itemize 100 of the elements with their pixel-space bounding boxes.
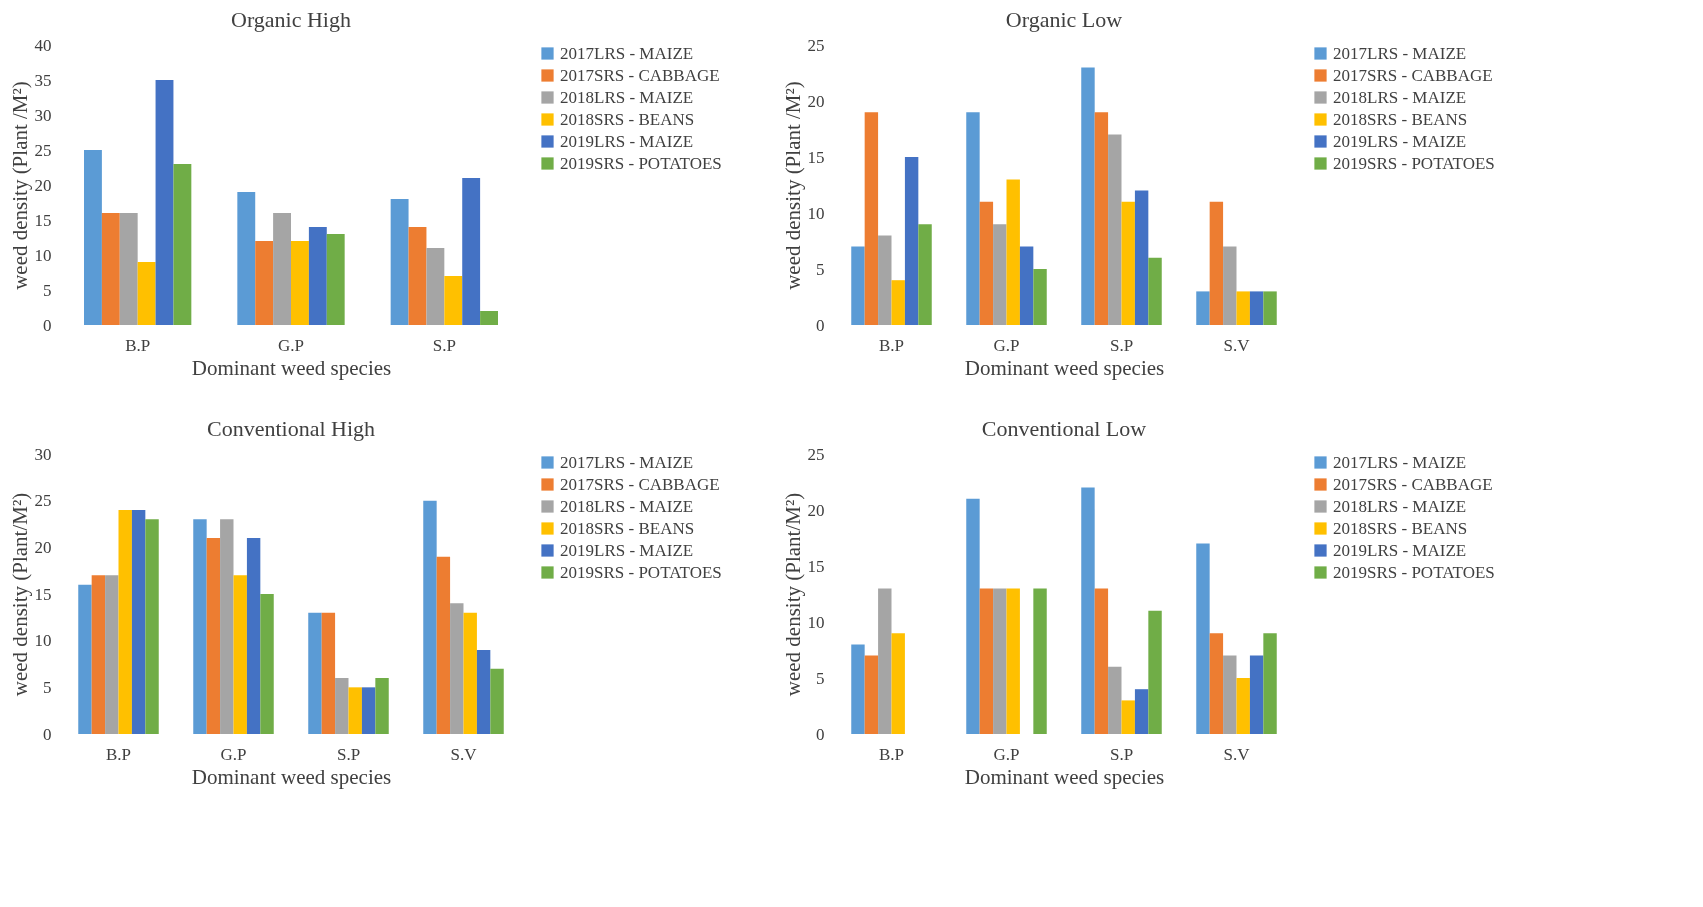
bar: [1223, 246, 1237, 325]
y-tick-label: 25: [807, 35, 825, 55]
y-tick-label: 0: [816, 315, 825, 335]
legend-label: 2019SRS - POTATOES: [1333, 562, 1495, 582]
legend-label: 2019LRS - MAIZE: [1333, 540, 1467, 560]
bar: [1249, 291, 1264, 325]
legend-label: 2018LRS - MAIZE: [560, 496, 694, 516]
legend-label: 2019SRS - POTATOES: [1333, 153, 1495, 173]
bar: [436, 556, 451, 734]
bar: [1108, 134, 1122, 325]
chart-title: Conventional High: [206, 416, 376, 441]
bar: [993, 224, 1007, 325]
y-axis-title: weed density (Plant/M²): [780, 492, 805, 697]
x-tick-label: B.P: [105, 744, 132, 764]
y-tick-label: 30: [34, 444, 52, 464]
bar: [979, 201, 994, 325]
bar: [233, 575, 247, 734]
bar: [118, 510, 132, 734]
bar: [1108, 666, 1122, 734]
x-axis-title: Dominant weed species: [191, 764, 392, 789]
y-tick-label: 20: [34, 175, 52, 195]
x-tick-label: S.P: [336, 744, 361, 764]
bar: [273, 213, 291, 325]
bar: [1033, 588, 1047, 734]
bar: [444, 276, 463, 325]
y-tick-label: 30: [34, 105, 52, 125]
bar: [1263, 633, 1277, 734]
x-axis-title: Dominant weed species: [191, 355, 392, 380]
bar: [966, 112, 980, 325]
y-tick-label: 10: [34, 631, 52, 651]
bar: [155, 80, 174, 325]
y-tick-label: 5: [816, 668, 825, 688]
y-tick-label: 0: [43, 724, 52, 744]
bar: [979, 588, 994, 734]
bar: [1094, 112, 1109, 325]
bar: [1249, 655, 1264, 734]
bar: [480, 311, 498, 325]
x-tick-label: G.P: [993, 744, 1020, 764]
x-tick-label: S.V: [1223, 744, 1251, 764]
bar: [426, 248, 445, 325]
legend-label: 2017LRS - MAIZE: [560, 452, 694, 472]
bar: [1081, 487, 1095, 734]
legend-label: 2018SRS - BEANS: [1333, 518, 1468, 538]
legend-label: 2019SRS - POTATOES: [560, 562, 722, 582]
y-axis-title: weed density (Plant/M²): [7, 492, 32, 697]
bar: [904, 157, 919, 325]
x-tick-label: B.P: [878, 335, 905, 355]
bar: [1134, 190, 1149, 325]
legend-label: 2018SRS - BEANS: [560, 109, 695, 129]
y-tick-label: 25: [807, 444, 825, 464]
bar: [137, 262, 156, 325]
x-tick-label: S.P: [432, 335, 456, 355]
bar: [462, 178, 481, 325]
bar: [308, 612, 322, 734]
x-axis-title: Dominant weed species: [964, 764, 1165, 789]
y-tick-label: 10: [34, 245, 52, 265]
bar: [193, 519, 207, 734]
y-tick-label: 15: [807, 556, 825, 576]
bar: [864, 655, 879, 734]
bar: [206, 538, 221, 734]
x-tick-label: B.P: [878, 744, 905, 764]
bar: [335, 678, 349, 734]
y-tick-label: 0: [43, 315, 52, 335]
bar: [101, 213, 120, 325]
bar: [1196, 543, 1210, 734]
legend-label: 2017LRS - MAIZE: [560, 43, 694, 63]
bar: [864, 112, 879, 325]
legend-label: 2019SRS - POTATOES: [560, 153, 722, 173]
x-tick-label: S.V: [1223, 335, 1251, 355]
bar: [918, 224, 932, 325]
bar: [246, 538, 261, 734]
bar: [423, 500, 437, 734]
bar: [348, 687, 362, 734]
bar: [1209, 633, 1224, 734]
chart-title: Organic High: [231, 7, 351, 32]
bar: [326, 234, 345, 325]
y-tick-label: 15: [34, 210, 52, 230]
y-tick-label: 25: [34, 140, 52, 160]
bar: [878, 235, 892, 325]
bar: [308, 227, 327, 325]
bar: [119, 213, 138, 325]
bar: [993, 588, 1007, 734]
legend-label: 2019LRS - MAIZE: [560, 131, 694, 151]
bar: [408, 227, 427, 325]
legend-label: 2017SRS - CABBAGE: [560, 474, 720, 494]
bar: [966, 498, 980, 734]
bar: [105, 575, 119, 734]
bar: [321, 612, 336, 734]
bar: [1223, 655, 1237, 734]
bar: [1081, 67, 1095, 325]
bar: [131, 510, 146, 734]
bar: [1263, 291, 1277, 325]
bar: [1134, 689, 1149, 734]
bar: [1033, 269, 1047, 325]
bar: [1121, 201, 1135, 325]
bar: [878, 588, 892, 734]
bar: [1019, 246, 1034, 325]
legend-label: 2018LRS - MAIZE: [560, 87, 694, 107]
bar: [1148, 257, 1162, 325]
bar: [91, 575, 106, 734]
